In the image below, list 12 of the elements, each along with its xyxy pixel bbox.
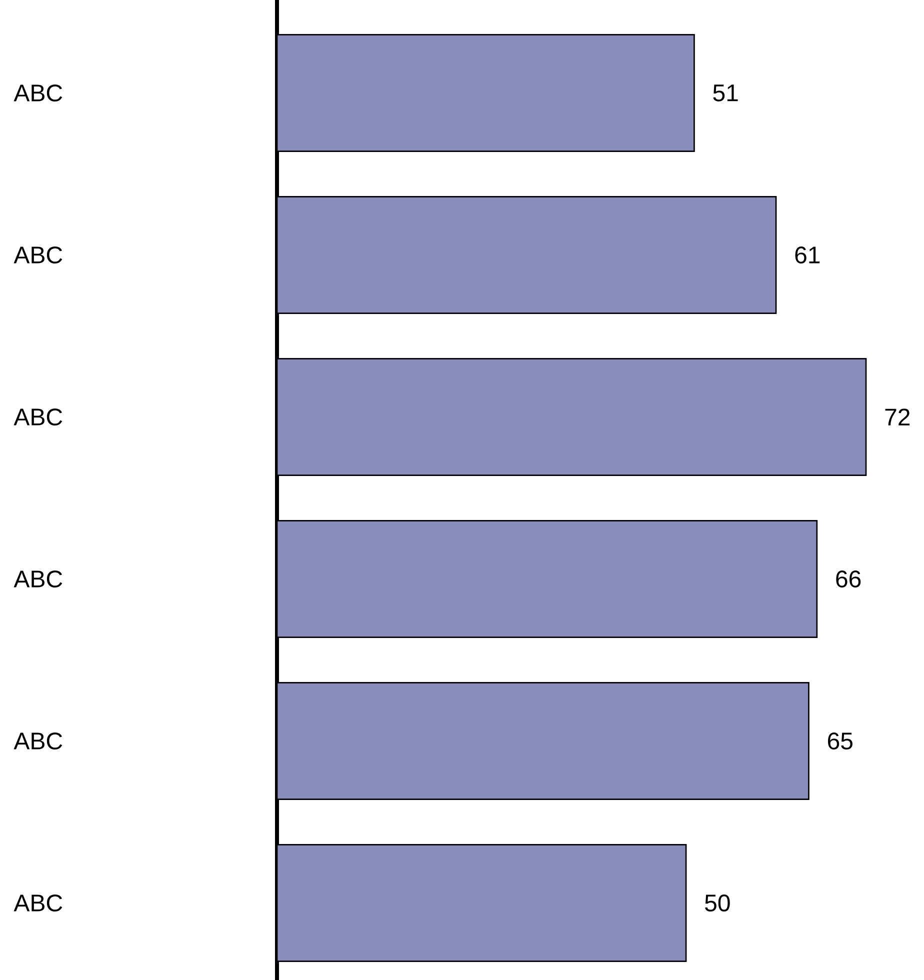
y-tick-label: ABC: [14, 408, 62, 426]
data-label: 72: [885, 408, 910, 426]
y-tick-label: ABC: [14, 84, 62, 102]
data-label: 66: [836, 570, 861, 588]
data-label: 65: [828, 732, 852, 750]
y-tick-label: ABC: [14, 894, 62, 912]
data-label: 51: [713, 84, 738, 102]
y-tick-label: ABC: [14, 570, 62, 588]
y-tick-label: ABC: [14, 732, 62, 750]
data-label: 61: [795, 246, 820, 264]
data-label: 50: [705, 894, 730, 912]
y-tick-label: ABC: [14, 246, 62, 264]
